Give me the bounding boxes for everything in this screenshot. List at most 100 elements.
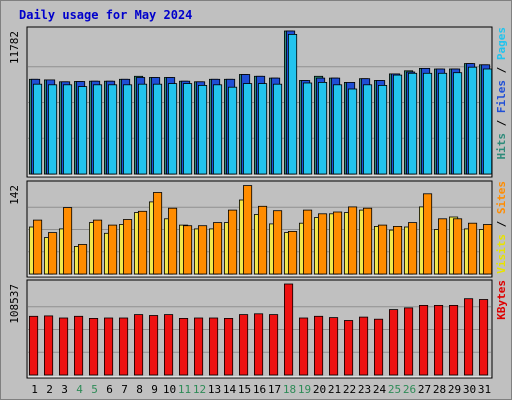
bar-pages-day-25 xyxy=(392,74,403,175)
bar-kbytes-day-24 xyxy=(373,318,384,376)
x-tick-label: 28 xyxy=(433,383,446,396)
bar-pages-day-3 xyxy=(63,84,73,175)
bar-kbytes-day-9 xyxy=(148,315,159,376)
bar-kbytes-day-15 xyxy=(238,314,249,376)
bar-kbytes-day-22 xyxy=(343,320,354,376)
x-tick-label: 18 xyxy=(283,383,296,396)
bar-pages-day-21 xyxy=(332,84,343,175)
bar-pages-day-19 xyxy=(302,82,313,175)
bar-sites-day-10 xyxy=(167,207,178,275)
bar-pages-day-9 xyxy=(152,83,163,175)
x-tick-label: 30 xyxy=(463,383,476,396)
bar-pages-day-7 xyxy=(123,84,133,175)
x-tick-label: 26 xyxy=(403,383,416,396)
bar-kbytes-day-29 xyxy=(448,304,459,376)
bar-sites-day-5 xyxy=(93,219,103,275)
panel-kbytes: 108537 KBytes xyxy=(8,279,508,379)
bar-kbytes-day-20 xyxy=(313,315,324,376)
bar-kbytes-day-17 xyxy=(268,314,279,376)
legend-entry: Files xyxy=(495,80,508,113)
x-tick-label: 10 xyxy=(163,383,176,396)
bar-sites-day-19 xyxy=(302,209,313,275)
bar-sites-day-16 xyxy=(257,205,268,275)
bar-kbytes-day-6 xyxy=(104,317,114,376)
x-tick-label: 9 xyxy=(151,383,158,396)
bar-sites-day-4 xyxy=(78,244,88,275)
bar-sites-day-6 xyxy=(108,224,118,275)
bar-kbytes-day-4 xyxy=(74,315,84,376)
y-max-tick-label: 11782 xyxy=(8,31,21,64)
bar-sites-day-13 xyxy=(212,222,223,275)
x-tick-label: 21 xyxy=(328,383,341,396)
legend-entry: Pages xyxy=(495,27,508,60)
bar-kbytes-day-1 xyxy=(28,315,39,376)
bar-kbytes-day-14 xyxy=(223,317,234,376)
x-tick-label: 23 xyxy=(358,383,371,396)
bar-pages-day-30 xyxy=(467,66,478,175)
bar-kbytes-day-3 xyxy=(59,317,69,376)
x-tick-label: 1 xyxy=(31,383,38,396)
bar-pages-day-5 xyxy=(93,84,103,175)
bar-pages-day-29 xyxy=(452,72,463,175)
bar-sites-day-27 xyxy=(422,193,433,275)
legend-entry: Sites xyxy=(495,181,508,214)
bar-sites-day-18 xyxy=(287,230,298,275)
panel-visits: 142 Visits / Sites xyxy=(8,180,508,278)
bar-kbytes-day-23 xyxy=(358,316,369,376)
bar-pages-day-28 xyxy=(437,72,448,175)
legend-entry: KBytes xyxy=(495,280,508,320)
x-tick-label: 15 xyxy=(238,383,251,396)
bar-kbytes-day-16 xyxy=(253,313,264,376)
x-tick-label: 7 xyxy=(121,383,128,396)
bar-pages-day-12 xyxy=(197,85,208,175)
legend-visits: Visits / Sites xyxy=(495,181,508,274)
legend-entry: / xyxy=(495,60,508,80)
bar-sites-day-28 xyxy=(437,218,448,275)
legend-entry: / xyxy=(495,214,508,234)
bar-pages-day-13 xyxy=(212,84,223,175)
bar-kbytes-day-19 xyxy=(298,317,309,376)
x-tick-label: 3 xyxy=(61,383,68,396)
legend-hits: Hits / Files / Pages xyxy=(495,27,508,160)
bar-pages-day-20 xyxy=(317,82,328,175)
panels-layer: 11782 Hits / Files / Pages 142 Visits / Sit… xyxy=(8,26,508,379)
x-tick-label: 2 xyxy=(46,383,53,396)
bar-kbytes-day-31 xyxy=(478,299,489,376)
x-tick-label: 19 xyxy=(298,383,311,396)
bar-pages-day-10 xyxy=(167,83,178,175)
bar-kbytes-day-25 xyxy=(388,309,399,376)
legend-entry: Visits xyxy=(495,234,508,274)
y-max-tick-label: 108537 xyxy=(8,284,21,324)
bar-sites-day-25 xyxy=(392,225,403,275)
bar-kbytes-day-2 xyxy=(44,315,54,376)
bar-kbytes-day-12 xyxy=(193,317,204,376)
bar-sites-day-29 xyxy=(452,218,463,275)
x-tick-label: 12 xyxy=(193,383,206,396)
bar-pages-day-4 xyxy=(78,86,88,175)
bar-sites-day-24 xyxy=(377,224,388,275)
bar-sites-day-14 xyxy=(227,209,238,275)
chart-title: Daily usage for May 2024 xyxy=(19,8,192,22)
bar-sites-day-9 xyxy=(152,192,163,275)
bar-pages-day-16 xyxy=(257,83,268,175)
legend-entry: Hits xyxy=(495,133,508,160)
x-tick-label: 17 xyxy=(268,383,281,396)
bar-pages-day-26 xyxy=(407,72,418,175)
bar-kbytes-day-5 xyxy=(89,317,99,376)
bar-pages-day-6 xyxy=(108,84,118,175)
bar-kbytes-day-21 xyxy=(328,317,339,376)
bar-sites-day-2 xyxy=(48,232,58,275)
bar-kbytes-day-10 xyxy=(163,314,174,376)
bar-pages-day-23 xyxy=(362,84,373,175)
bar-kbytes-day-18 xyxy=(283,283,294,376)
legend-kbytes: KBytes xyxy=(495,280,508,320)
bar-pages-day-31 xyxy=(482,68,493,175)
x-tick-label: 27 xyxy=(418,383,431,396)
bar-sites-day-15 xyxy=(242,185,253,275)
x-tick-label: 4 xyxy=(76,383,83,396)
x-axis-labels: 1 2 3 4 5 6 7 8 9 10 11 12 13 14 15 16 17 18 19 20 21 22 23 24 2… xyxy=(31,383,491,396)
bar-sites-day-17 xyxy=(272,210,283,275)
bar-pages-day-15 xyxy=(242,83,253,175)
bar-kbytes-day-11 xyxy=(178,317,189,376)
